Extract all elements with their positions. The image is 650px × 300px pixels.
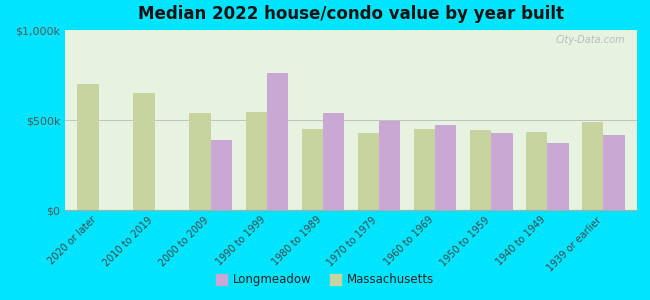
Bar (414, 129, 435, 210)
Text: City-Data.com: City-Data.com (556, 35, 625, 45)
Bar (379, 121, 400, 210)
Bar (77, 84, 99, 210)
Title: Median 2022 house/condo value by year built: Median 2022 house/condo value by year bu… (138, 5, 564, 23)
Bar (323, 113, 345, 210)
Bar (133, 93, 155, 210)
Bar (526, 132, 547, 210)
Legend: Longmeadow, Massachusetts: Longmeadow, Massachusetts (211, 269, 439, 291)
Bar (302, 129, 323, 210)
Bar (435, 124, 456, 210)
Bar (246, 112, 267, 210)
Bar (547, 142, 569, 210)
Bar (582, 122, 603, 210)
Bar (190, 113, 211, 210)
Bar (211, 140, 232, 210)
Bar (267, 73, 288, 210)
Bar (470, 130, 491, 210)
Bar (491, 133, 512, 210)
Bar (358, 133, 379, 210)
Bar (603, 135, 625, 210)
